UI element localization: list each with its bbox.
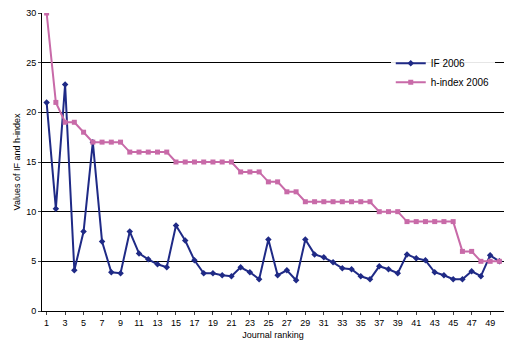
svg-text:49: 49	[485, 318, 495, 328]
svg-text:Values of IF and h-index: Values of IF and h-index	[12, 113, 22, 210]
svg-text:17: 17	[189, 318, 199, 328]
svg-text:25: 25	[263, 318, 273, 328]
svg-text:30: 30	[26, 8, 36, 18]
svg-text:23: 23	[245, 318, 255, 328]
svg-text:39: 39	[393, 318, 403, 328]
svg-text:29: 29	[300, 318, 310, 328]
svg-text:43: 43	[430, 318, 440, 328]
svg-text:5: 5	[31, 256, 36, 266]
svg-text:41: 41	[411, 318, 421, 328]
svg-text:15: 15	[26, 157, 36, 167]
svg-text:19: 19	[208, 318, 218, 328]
svg-text:15: 15	[171, 318, 181, 328]
svg-text:31: 31	[319, 318, 329, 328]
svg-text:7: 7	[100, 318, 105, 328]
svg-text:27: 27	[282, 318, 292, 328]
svg-text:Journal ranking: Journal ranking	[242, 330, 304, 340]
svg-text:5: 5	[81, 318, 86, 328]
svg-text:25: 25	[26, 58, 36, 68]
svg-text:20: 20	[26, 107, 36, 117]
svg-text:h-index 2006: h-index 2006	[431, 77, 489, 88]
svg-text:1: 1	[44, 318, 49, 328]
svg-text:11: 11	[134, 318, 143, 328]
svg-text:9: 9	[118, 318, 123, 328]
svg-text:47: 47	[467, 318, 477, 328]
svg-text:33: 33	[337, 318, 347, 328]
svg-text:13: 13	[152, 318, 162, 328]
svg-text:0: 0	[31, 306, 36, 316]
svg-text:10: 10	[26, 207, 36, 217]
svg-text:35: 35	[356, 318, 366, 328]
svg-text:21: 21	[226, 318, 236, 328]
svg-text:3: 3	[63, 318, 68, 328]
svg-text:IF 2006: IF 2006	[431, 58, 465, 69]
svg-text:37: 37	[374, 318, 384, 328]
svg-text:45: 45	[448, 318, 458, 328]
